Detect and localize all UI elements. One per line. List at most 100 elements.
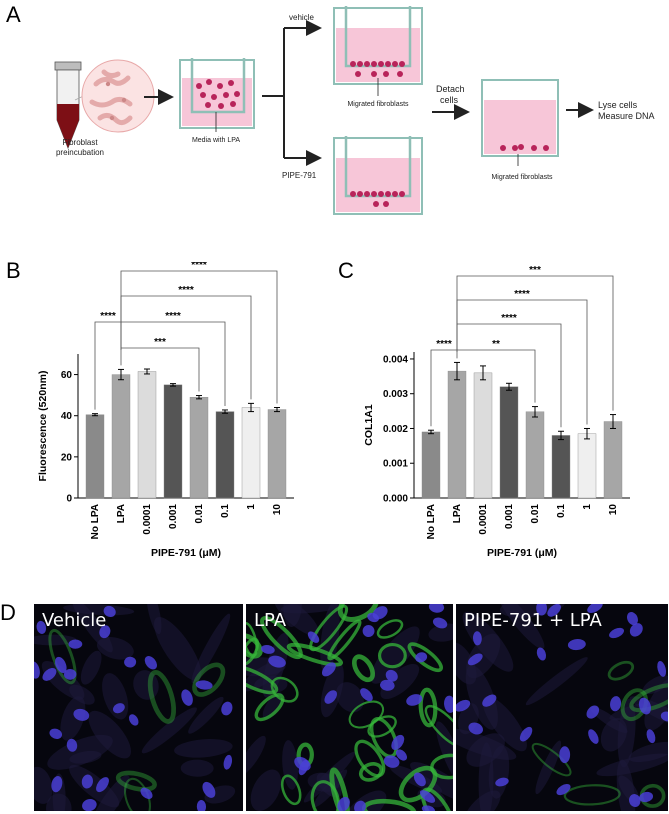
significance-bracket — [120, 347, 200, 392]
cell-body — [88, 710, 132, 759]
fibroblast-label-line2: preincubation — [56, 148, 104, 157]
nucleus — [657, 660, 667, 677]
nucleus — [372, 606, 388, 620]
actin-stain — [354, 739, 386, 778]
nucleus — [42, 667, 57, 681]
nucleus — [587, 604, 603, 613]
nucleus — [468, 722, 483, 735]
cell-body — [69, 750, 102, 764]
cell-body — [590, 706, 628, 734]
detach-line1: Detach — [436, 84, 465, 94]
nucleus — [354, 800, 366, 811]
cell-body — [69, 765, 120, 808]
nucleus — [432, 617, 448, 629]
cell-body — [34, 634, 77, 646]
bar — [267, 409, 287, 499]
x-tick-label: 0.01 — [530, 504, 541, 524]
x-tick-label: 0.1 — [220, 504, 231, 518]
col1a1-bar-chart: 0.000 0.001 0.002 0.003 0.004 COL1A1 No LPA LPA… — [363, 265, 630, 559]
nucleus — [556, 783, 571, 796]
well-vehicle-icon — [333, 6, 423, 96]
nucleus — [638, 697, 652, 715]
micro-panel-lpa: LPA — [246, 604, 453, 811]
significance-label: **** — [436, 339, 452, 350]
y-tick-label: 20 — [61, 452, 73, 463]
well-detached-icon — [481, 79, 559, 166]
bar — [447, 370, 467, 499]
actin-stain — [260, 616, 303, 660]
cell-body — [370, 626, 420, 684]
nucleus — [124, 656, 137, 668]
bar — [163, 384, 183, 499]
nucleus — [391, 734, 405, 750]
cell-body — [246, 735, 266, 776]
bar — [111, 374, 131, 499]
nucleus — [34, 661, 40, 679]
actin-stain — [367, 715, 397, 738]
cell-body — [133, 670, 159, 700]
nucleus — [298, 759, 309, 776]
significance-label: **** — [178, 285, 194, 296]
actin-stain — [270, 676, 299, 703]
detach-line2: cells — [440, 95, 459, 105]
nucleus — [49, 728, 63, 739]
cell-body — [283, 604, 302, 628]
nucleus — [73, 708, 90, 721]
y-tick-label: 0.002 — [383, 424, 408, 435]
cell-body — [482, 696, 527, 752]
cell-body — [456, 642, 477, 685]
nucleus — [646, 729, 656, 744]
actin-stain — [531, 742, 572, 777]
nucleus — [639, 791, 654, 803]
micro-label-vehicle: Vehicle — [42, 610, 107, 631]
nucleus — [307, 631, 320, 643]
nucleus — [63, 669, 77, 680]
nucleus — [467, 653, 483, 666]
actin-stain — [329, 767, 350, 811]
nucleus — [202, 781, 216, 798]
pipe-label: PIPE-791 — [282, 171, 317, 180]
y-tick-label: 0.001 — [383, 459, 408, 470]
nucleus — [660, 711, 668, 722]
nucleus — [81, 774, 93, 789]
nucleus — [609, 627, 625, 639]
nucleus — [413, 772, 426, 787]
cell-body — [188, 696, 224, 734]
nucleus — [472, 631, 482, 646]
branch-arrows — [262, 20, 322, 166]
nucleus — [385, 669, 398, 682]
cell-body — [250, 769, 282, 811]
bar — [603, 421, 623, 499]
nucleus — [261, 644, 275, 654]
bar — [421, 431, 441, 499]
actin-stain — [563, 784, 621, 806]
bar — [215, 411, 235, 499]
nucleus — [36, 620, 47, 634]
nucleus — [627, 612, 638, 626]
cell-body — [69, 684, 95, 705]
x-tick-label: 0.1 — [556, 504, 567, 518]
y-tick-label: 40 — [61, 411, 73, 422]
nucleus — [380, 679, 395, 691]
well-with-lpa-icon — [179, 58, 255, 132]
cell-body — [535, 740, 562, 795]
nucleus — [421, 805, 436, 811]
nucleus — [321, 662, 336, 677]
well-pipe-icon — [333, 136, 423, 215]
nucleus — [536, 604, 547, 616]
nucleus — [196, 799, 207, 811]
panel-letter-a: A — [6, 2, 21, 27]
nucleus — [519, 726, 533, 742]
bar — [551, 435, 571, 499]
cell-body — [80, 650, 102, 685]
actin-stain — [420, 787, 453, 811]
panel-letter-b: B — [6, 258, 21, 283]
nucleus — [337, 796, 350, 811]
significance-label: *** — [154, 337, 166, 348]
cell-body — [525, 657, 588, 706]
significance-bracket — [120, 270, 278, 404]
bar — [525, 411, 545, 499]
nucleus — [140, 787, 153, 800]
x-tick-label: No LPA — [90, 504, 101, 539]
cell-body — [60, 696, 86, 741]
